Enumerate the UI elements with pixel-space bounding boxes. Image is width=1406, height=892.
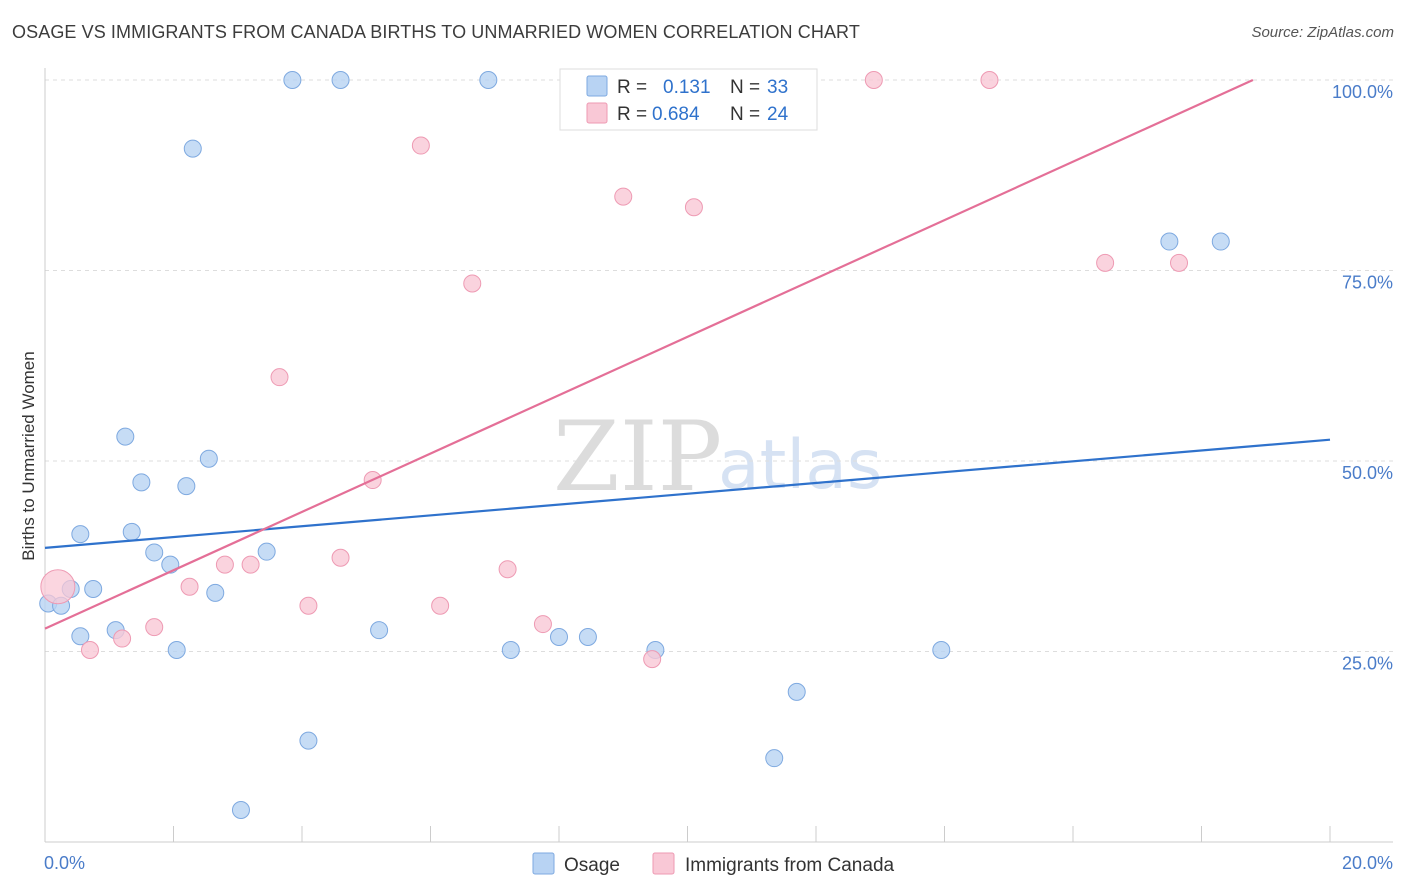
point-osage-9	[132, 473, 151, 492]
legend-label-canada: Immigrants from Canada	[685, 855, 895, 876]
point-osage-19	[283, 71, 302, 89]
stats-n-value-canada: 24	[767, 104, 789, 125]
grid-lines	[45, 79, 1393, 652]
legend-label-osage: Osage	[564, 855, 620, 876]
legend-swatch-canada	[652, 852, 675, 875]
point-osage-32	[1211, 232, 1230, 251]
y-tick-label-100: 100.0%	[1332, 82, 1393, 102]
stats-n-label-osage: N =	[730, 77, 760, 98]
series-legend: Osage Immigrants from Canada	[532, 852, 895, 876]
watermark: ZIP atlas	[553, 401, 882, 513]
y-axis-title: Births to Unmarried Women	[19, 351, 38, 560]
point-canada-2	[113, 629, 132, 648]
point-osage-10	[145, 543, 164, 562]
point-osage-16	[206, 583, 225, 602]
stats-swatch-canada	[586, 102, 608, 124]
point-osage-30	[932, 640, 951, 659]
x-axis-tick-marks	[44, 826, 1331, 842]
stats-swatch-osage	[586, 75, 608, 97]
point-canada-12	[431, 596, 450, 615]
point-canada-0	[40, 569, 76, 605]
watermark-zip: ZIP	[553, 401, 722, 513]
trend-line-osage	[44, 438, 1331, 549]
point-canada-14	[498, 560, 517, 579]
stats-r-value-canada: 0.684	[652, 104, 700, 125]
point-osage-12	[167, 640, 186, 659]
point-osage-24	[501, 640, 520, 659]
stats-r-label-canada: R =	[617, 104, 647, 125]
point-canada-13	[463, 274, 482, 293]
point-canada-7	[270, 368, 289, 387]
point-osage-23	[479, 71, 498, 89]
stats-r-value-osage: 0.131	[663, 77, 711, 98]
point-canada-5	[215, 555, 234, 574]
point-osage-20	[299, 731, 318, 750]
point-osage-18	[257, 542, 276, 561]
point-canada-17	[643, 650, 662, 669]
point-osage-3	[71, 627, 90, 646]
source-label: Source: ZipAtlas.com	[1251, 24, 1394, 41]
point-osage-8	[122, 522, 141, 541]
trend-line-canada	[44, 78, 1254, 630]
y-tick-label-25: 25.0%	[1342, 654, 1393, 674]
point-osage-28	[765, 749, 784, 768]
point-osage-17	[231, 800, 250, 819]
point-osage-13	[177, 477, 196, 496]
point-osage-14	[183, 139, 202, 158]
y-axis-ticks: 25.0% 50.0% 75.0% 100.0%	[1332, 82, 1393, 674]
point-canada-21	[1096, 253, 1115, 272]
series-layer	[39, 71, 1331, 819]
point-osage-31	[1160, 232, 1179, 251]
y-tick-label-75: 75.0%	[1342, 273, 1393, 293]
point-canada-1	[80, 640, 99, 659]
y-tick-label-50: 50.0%	[1342, 463, 1393, 483]
point-canada-22	[1170, 253, 1189, 272]
x-tick-label-max: 20.0%	[1342, 853, 1393, 873]
legend-swatch-osage	[532, 852, 555, 875]
point-canada-16	[614, 187, 633, 206]
point-osage-22	[370, 621, 389, 640]
watermark-atlas: atlas	[718, 426, 882, 505]
point-osage-7	[116, 427, 135, 446]
point-osage-29	[787, 682, 806, 701]
point-osage-26	[578, 628, 597, 647]
stats-r-label-osage: R =	[617, 77, 647, 98]
point-canada-4	[180, 577, 199, 596]
point-canada-9	[331, 548, 350, 567]
point-canada-20	[980, 71, 999, 89]
point-canada-19	[864, 71, 883, 89]
point-canada-18	[684, 198, 703, 217]
point-canada-15	[533, 615, 552, 634]
point-canada-11	[411, 136, 430, 155]
point-canada-6	[241, 555, 260, 574]
stats-n-value-osage: 33	[767, 77, 788, 98]
point-canada-3	[145, 618, 164, 637]
point-osage-21	[331, 71, 350, 89]
point-canada-8	[299, 596, 318, 615]
point-osage-25	[550, 628, 568, 647]
stats-n-label-canada: N =	[730, 104, 760, 125]
point-osage-15	[199, 449, 218, 468]
point-osage-4	[71, 525, 90, 544]
stats-legend: R = 0.131 N = 33 R = 0.684 N = 24	[559, 68, 818, 131]
point-osage-5	[84, 580, 103, 599]
chart-title: OSAGE VS IMMIGRANTS FROM CANADA BIRTHS T…	[12, 22, 860, 42]
x-tick-label-min: 0.0%	[44, 853, 85, 873]
